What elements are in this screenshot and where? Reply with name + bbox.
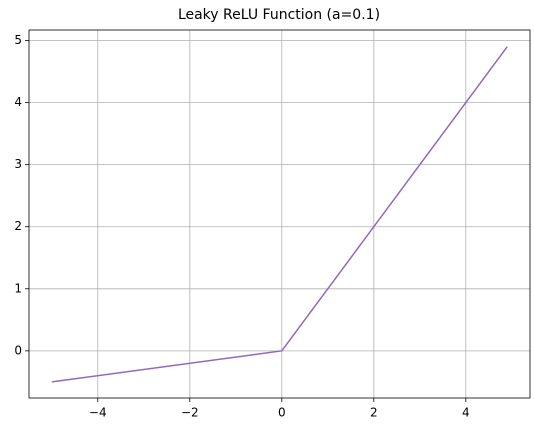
x-tick-label: 4 — [462, 406, 470, 420]
x-tick-label: 0 — [278, 406, 286, 420]
x-tick-label: −2 — [181, 406, 199, 420]
y-tick-label: 0 — [14, 343, 22, 357]
y-tick-label: 3 — [14, 157, 22, 171]
y-tick-label: 5 — [14, 33, 22, 47]
y-tick-label: 2 — [14, 219, 22, 233]
line — [51, 46, 508, 383]
plot-frame — [28, 29, 531, 399]
y-tick-label: 1 — [14, 281, 22, 295]
x-tick-label: 2 — [370, 406, 378, 420]
y-tick-label: 4 — [14, 95, 22, 109]
x-tick-label: −4 — [89, 406, 107, 420]
chart-title: Leaky ReLU Function (a=0.1) — [178, 7, 380, 23]
